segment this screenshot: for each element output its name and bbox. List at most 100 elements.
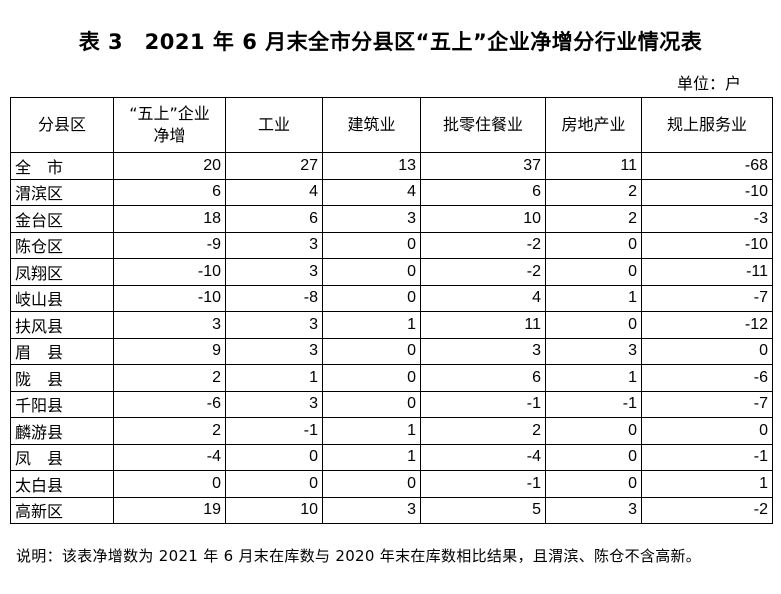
value-cell: 3 [225,311,323,339]
value-cell: 0 [225,443,323,471]
value-cell: 1 [322,443,421,471]
value-cell: -2 [420,231,546,259]
value-cell: -7 [641,284,773,312]
value-cell: 0 [641,337,773,365]
value-cell: 3 [545,337,642,365]
value-cell: 0 [322,258,421,286]
value-cell: -10 [641,231,773,259]
table-row: 千阳县 -6 3 0 -1 -1 -7 [10,390,773,418]
value-cell: -6 [113,390,226,418]
value-cell: 0 [322,390,421,418]
title: 表 3 2021 年 6 月末全市分县区“五上”企业净增分行业情况表 [78,30,703,54]
region-cell: 高新区 [10,496,114,524]
table-row: 凤翔区 -10 3 0 -2 0 -11 [10,258,773,286]
value-cell: -9 [113,231,226,259]
value-cell: -2 [420,258,546,286]
value-cell: 1 [225,364,323,392]
unit: 单位：户 [676,74,741,93]
value-cell: 1 [641,470,773,498]
value-cell: 1 [322,311,421,339]
table-row: 岐山县 -10 -8 0 4 1 -7 [10,284,773,312]
value-cell: 27 [225,152,323,180]
value-cell: 0 [545,258,642,286]
value-cell: 10 [225,496,323,524]
value-cell: 19 [113,496,226,524]
header-cell: 规上服务业 [641,97,773,153]
header-cell: 批零住餐业 [420,97,546,153]
value-cell: 0 [322,470,421,498]
value-cell: 3 [322,496,421,524]
value-cell: -3 [641,205,773,233]
region-cell: 岐山县 [10,284,114,312]
header-cell: “五上”企业净增 [113,97,226,153]
value-cell: 6 [420,178,546,206]
region-cell: 扶风县 [10,311,114,339]
value-cell: -1 [420,470,546,498]
region-cell: 千阳县 [10,390,114,418]
table-row: 麟游县 2 -1 1 2 0 0 [10,417,773,445]
value-cell: 9 [113,337,226,365]
value-cell: 2 [545,205,642,233]
value-cell: -10 [113,258,226,286]
region-cell: 麟游县 [10,417,114,445]
value-cell: 2 [545,178,642,206]
value-cell: 0 [322,231,421,259]
value-cell: 37 [420,152,546,180]
table-row: 扶风县 3 3 1 11 0 -12 [10,311,773,339]
value-cell: 0 [113,470,226,498]
header-cell: 建筑业 [322,97,421,153]
region-cell: 陇 县 [10,364,114,392]
value-cell: -1 [545,390,642,418]
value-cell: -6 [641,364,773,392]
value-cell: 3 [225,231,323,259]
table-body: 全 市 20 27 13 37 11 -68 渭滨区 6 4 4 6 2 -10 金台区 18 6 3 10 2 -3 陈… [10,152,773,524]
value-cell: 6 [225,205,323,233]
region-cell: 凤翔区 [10,258,114,286]
value-cell: 2 [113,417,226,445]
table-row: 陈仓区 -9 3 0 -2 0 -10 [10,231,773,259]
value-cell: -1 [641,443,773,471]
value-cell: 0 [545,231,642,259]
value-cell: 3 [545,496,642,524]
value-cell: 13 [322,152,421,180]
value-cell: -4 [113,443,226,471]
value-cell: -1 [420,390,546,418]
header-cell: 工业 [225,97,323,153]
table-row: 全 市 20 27 13 37 11 -68 [10,152,773,180]
value-cell: 0 [225,470,323,498]
table-row: 凤 县 -4 0 1 -4 0 -1 [10,443,773,471]
value-cell: 3 [113,311,226,339]
value-cell: 3 [225,258,323,286]
value-cell: -4 [420,443,546,471]
value-cell: -8 [225,284,323,312]
region-cell: 太白县 [10,470,114,498]
value-cell: -12 [641,311,773,339]
value-cell: -10 [641,178,773,206]
value-cell: 3 [225,337,323,365]
header-cell: 分县区 [10,97,114,153]
value-cell: 6 [113,178,226,206]
note: 说明：该表净增数为 2021 年 6 月末在库数与 2020 年末在库数相比结果… [16,547,702,565]
value-cell: 0 [545,470,642,498]
table-row: 金台区 18 6 3 10 2 -3 [10,205,773,233]
value-cell: 0 [545,417,642,445]
value-cell: -1 [225,417,323,445]
value-cell: 1 [545,364,642,392]
value-cell: -10 [113,284,226,312]
value-cell: 0 [545,311,642,339]
value-cell: 20 [113,152,226,180]
value-cell: 1 [545,284,642,312]
value-cell: 0 [322,337,421,365]
value-cell: 0 [322,284,421,312]
region-cell: 陈仓区 [10,231,114,259]
value-cell: 1 [322,417,421,445]
value-cell: 3 [225,390,323,418]
value-cell: 10 [420,205,546,233]
table: 分县区 “五上”企业净增 工业 建筑业 批零住餐业 房地产业 规上服务业 全 市 20 27 13… [10,97,773,524]
header-cell: 房地产业 [545,97,642,153]
table-row: 陇 县 2 1 0 6 1 -6 [10,364,773,392]
region-cell: 渭滨区 [10,178,114,206]
value-cell: 2 [113,364,226,392]
